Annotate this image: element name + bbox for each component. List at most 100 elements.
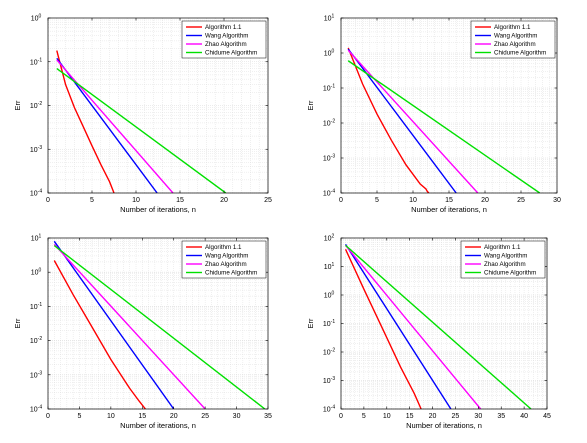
x-tick-label: 35 <box>264 413 272 420</box>
x-tick-label: 30 <box>474 413 482 420</box>
series-line-4 <box>345 244 532 409</box>
grid <box>47 18 269 194</box>
series-line-3 <box>347 49 479 193</box>
x-tick-label: 15 <box>445 197 453 204</box>
x-tick-label: 5 <box>375 197 379 204</box>
axes-frame <box>47 237 269 410</box>
y-tick-label: 100 <box>31 268 42 277</box>
y-axis-label: Err <box>13 318 22 329</box>
x-tick-label: 25 <box>517 197 525 204</box>
x-axis-label: Number of iterations, n <box>120 205 196 214</box>
legend-label: Wang Algorithm <box>205 33 248 40</box>
y-tick-label: 100 <box>324 49 335 58</box>
y-tick-label: 10-1 <box>30 57 42 66</box>
x-tick-label: 30 <box>233 413 241 420</box>
x-tick-label: 20 <box>220 197 228 204</box>
chart-panel-top-left: 0 5 10 15 20 25 10-4 10-3 10-2 10-1 100 Number of i… <box>13 14 272 215</box>
x-tick-label: 15 <box>138 413 146 420</box>
x-axis-label: Number of iterations, n <box>120 421 196 430</box>
legend-label: Algorithm 1.1 <box>205 24 242 31</box>
series-line-2 <box>344 243 452 409</box>
y-tick-label: 102 <box>324 234 335 243</box>
x-tick-label: 10 <box>409 197 417 204</box>
x-tick-label: 20 <box>429 413 437 420</box>
y-tick-label: 10-4 <box>30 189 42 198</box>
x-tick-label: 30 <box>553 197 561 204</box>
chart-panel-bottom-left: 0 5 10 15 20 25 30 35 10-4 10-3 10-2 10-1 100 101 Numb… <box>13 234 272 431</box>
legend-label: Chidume Algorithm <box>494 50 546 57</box>
x-tick-label: 35 <box>497 413 505 420</box>
x-tick-label: 0 <box>46 197 50 204</box>
y-tick-label: 100 <box>31 14 42 23</box>
y-tick-label: 10-3 <box>30 145 42 154</box>
series-line-4 <box>56 67 227 193</box>
y-tick-label: 10-4 <box>323 405 335 414</box>
x-tick-label: 25 <box>452 413 460 420</box>
x-tick-label: 40 <box>520 413 528 420</box>
x-tick-label: 15 <box>406 413 414 420</box>
x-tick-label: 25 <box>264 197 272 204</box>
legend-label: Chidume Algorithm <box>205 270 257 277</box>
y-tick-label: 101 <box>31 234 42 243</box>
y-tick-label: 10-3 <box>323 154 335 163</box>
chart-panel-top-right: 0 5 10 15 20 25 30 10-4 10-3 10-2 10-1 100 101 Number… <box>306 14 561 215</box>
legend-label: Algorithm 1.1 <box>205 244 242 251</box>
legend-label: Algorithm 1.1 <box>484 244 521 251</box>
x-axis-label: Number of iterations, n <box>406 421 482 430</box>
legend-label: Wang Algorithm <box>484 253 527 260</box>
legend-label: Algorithm 1.1 <box>494 24 531 31</box>
legend-label: Wang Algorithm <box>494 33 537 40</box>
x-tick-label: 25 <box>201 413 209 420</box>
series-line-1 <box>344 249 422 409</box>
series-line-2 <box>53 240 175 409</box>
x-tick-label: 15 <box>176 197 184 204</box>
y-tick-label: 10-1 <box>30 302 42 311</box>
chart-panel-bottom-right: 0 5 10 15 20 25 30 35 40 45 10-4 10-3 10-2 10-1 100 101… <box>306 234 551 431</box>
legend-label: Zhao Algorithm <box>205 41 247 48</box>
y-tick-label: 10-4 <box>30 405 42 414</box>
x-tick-label: 10 <box>383 413 391 420</box>
y-tick-label: 10-2 <box>30 336 42 345</box>
y-tick-label: 100 <box>324 291 335 300</box>
y-tick-label: 101 <box>324 262 335 271</box>
x-tick-label: 0 <box>339 197 343 204</box>
y-tick-label: 10-2 <box>30 101 42 110</box>
x-tick-label: 0 <box>46 413 50 420</box>
x-tick-label: 10 <box>107 413 115 420</box>
y-tick-label: 10-3 <box>30 370 42 379</box>
x-tick-label: 10 <box>132 197 140 204</box>
x-tick-label: 5 <box>362 413 366 420</box>
legend-label: Wang Algorithm <box>205 253 248 260</box>
y-tick-label: 10-3 <box>323 376 335 385</box>
legend-label: Zhao Algorithm <box>494 41 536 48</box>
series-line-1 <box>347 47 430 193</box>
y-tick-label: 10-1 <box>323 319 335 328</box>
y-tick-label: 10-2 <box>323 348 335 357</box>
x-tick-label: 45 <box>543 413 551 420</box>
legend-label: Chidume Algorithm <box>205 50 257 57</box>
legend-label: Zhao Algorithm <box>205 261 247 268</box>
series-line-1 <box>56 50 115 193</box>
legend-label: Zhao Algorithm <box>484 261 526 268</box>
y-tick-label: 101 <box>324 14 335 23</box>
series-line-3 <box>53 243 206 409</box>
series-line-4 <box>347 60 541 193</box>
x-tick-label: 5 <box>90 197 94 204</box>
x-tick-label: 5 <box>77 413 81 420</box>
x-tick-label: 20 <box>481 197 489 204</box>
y-axis-label: Err <box>13 100 22 111</box>
x-axis-label: Number of iterations, n <box>411 205 487 214</box>
y-axis-label: Err <box>306 318 315 329</box>
y-tick-label: 10-4 <box>323 189 335 198</box>
series-line-3 <box>345 244 482 409</box>
y-tick-label: 10-1 <box>323 84 335 93</box>
series-line-1 <box>53 260 146 409</box>
series-line-4 <box>53 245 266 409</box>
y-axis-label: Err <box>306 100 315 111</box>
y-tick-label: 10-2 <box>323 119 335 128</box>
